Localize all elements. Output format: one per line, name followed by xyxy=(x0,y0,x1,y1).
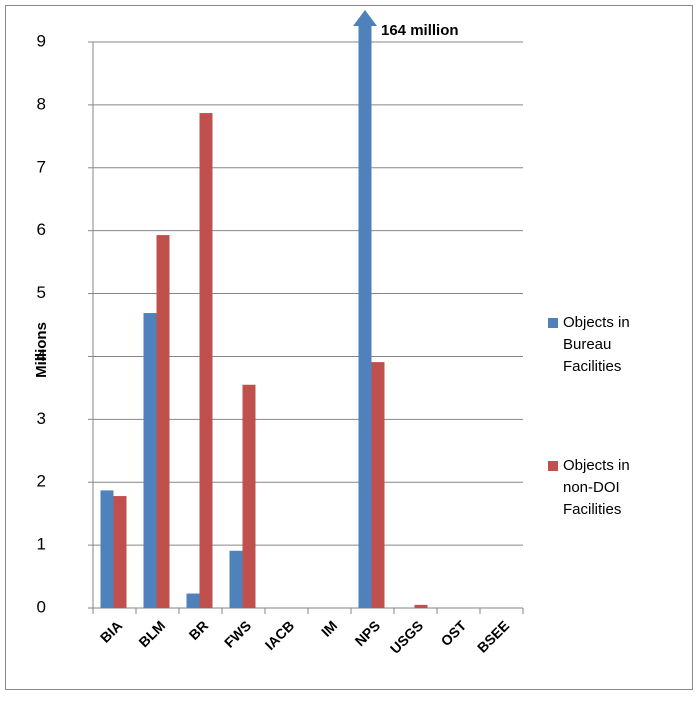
bar-arrowhead xyxy=(353,10,377,26)
bar xyxy=(156,235,170,608)
bar xyxy=(242,384,256,608)
y-tick-label: 0 xyxy=(37,597,46,616)
bar xyxy=(371,362,385,608)
y-tick-label: 8 xyxy=(37,94,46,113)
bar xyxy=(414,604,428,608)
bar xyxy=(199,113,213,608)
y-axis-label: Millions xyxy=(33,322,50,378)
y-tick-label: 5 xyxy=(37,283,46,302)
legend-key xyxy=(548,318,558,328)
annotation: 164 million xyxy=(381,22,459,39)
y-tick-label: 9 xyxy=(37,31,46,50)
bar xyxy=(358,24,372,608)
bar xyxy=(100,490,114,608)
bar xyxy=(143,313,157,608)
y-tick-label: 3 xyxy=(37,409,46,428)
bar xyxy=(229,550,243,608)
y-tick-label: 2 xyxy=(37,472,46,491)
legend-key xyxy=(548,461,558,471)
y-tick-label: 6 xyxy=(37,220,46,239)
legend-label: Objects in non-DOI Facilities xyxy=(563,457,630,518)
bar xyxy=(186,593,200,608)
y-tick-label: 1 xyxy=(37,535,46,554)
bar xyxy=(113,496,127,608)
y-tick-label: 7 xyxy=(37,157,46,176)
y-tick-label: 4 xyxy=(37,346,46,365)
legend-label: Objects in Bureau Facilities xyxy=(563,314,630,375)
